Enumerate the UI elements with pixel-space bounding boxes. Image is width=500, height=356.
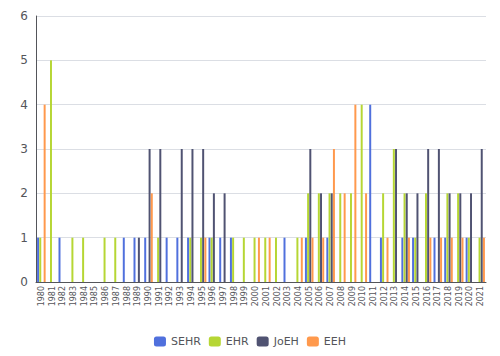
svg-text:2013: 2013	[390, 286, 399, 306]
svg-text:3: 3	[20, 142, 28, 156]
svg-text:1985: 1985	[90, 286, 99, 306]
svg-text:1995: 1995	[198, 286, 207, 306]
svg-text:2002: 2002	[273, 286, 282, 306]
svg-text:1984: 1984	[80, 286, 89, 306]
svg-text:4: 4	[20, 98, 28, 112]
svg-text:1993: 1993	[176, 286, 185, 306]
svg-text:1990: 1990	[144, 286, 153, 306]
svg-text:2004: 2004	[294, 286, 303, 306]
svg-text:2020: 2020	[465, 286, 474, 306]
svg-text:EHR: EHR	[226, 335, 249, 348]
svg-text:1992: 1992	[165, 286, 174, 306]
svg-text:1999: 1999	[240, 286, 249, 306]
svg-text:1983: 1983	[69, 286, 78, 306]
svg-text:1996: 1996	[208, 286, 217, 306]
svg-text:1997: 1997	[219, 286, 228, 306]
svg-text:2000: 2000	[251, 286, 260, 306]
svg-text:2: 2	[20, 186, 28, 200]
svg-text:1989: 1989	[133, 286, 142, 306]
svg-text:2011: 2011	[369, 286, 378, 306]
svg-text:2014: 2014	[401, 286, 410, 306]
svg-text:2019: 2019	[455, 286, 464, 306]
svg-text:1986: 1986	[101, 286, 110, 306]
svg-text:1982: 1982	[58, 286, 67, 306]
svg-text:1980: 1980	[37, 286, 46, 306]
svg-text:2012: 2012	[380, 286, 389, 306]
svg-text:2015: 2015	[412, 286, 421, 306]
svg-text:2003: 2003	[283, 286, 292, 306]
svg-text:2005: 2005	[305, 286, 314, 306]
svg-text:2021: 2021	[476, 286, 485, 306]
svg-text:2018: 2018	[444, 286, 453, 306]
svg-text:2016: 2016	[423, 286, 432, 306]
svg-text:1998: 1998	[230, 286, 239, 306]
svg-text:EEH: EEH	[324, 335, 346, 348]
svg-text:5: 5	[20, 53, 28, 67]
svg-text:2008: 2008	[337, 286, 346, 306]
svg-text:2006: 2006	[315, 286, 324, 306]
svg-text:SEHR: SEHR	[171, 335, 201, 348]
svg-text:0: 0	[20, 275, 28, 289]
svg-text:1987: 1987	[112, 286, 121, 306]
svg-text:2009: 2009	[348, 286, 357, 306]
svg-text:1981: 1981	[48, 286, 57, 306]
svg-text:1988: 1988	[123, 286, 132, 306]
svg-text:JoEH: JoEH	[273, 335, 299, 348]
svg-text:2010: 2010	[358, 286, 367, 306]
svg-text:2007: 2007	[326, 286, 335, 306]
svg-text:1: 1	[20, 231, 28, 245]
svg-text:1991: 1991	[155, 286, 164, 306]
svg-text:1994: 1994	[187, 286, 196, 306]
svg-text:2001: 2001	[262, 286, 271, 306]
svg-text:6: 6	[20, 9, 28, 23]
svg-text:2017: 2017	[433, 286, 442, 306]
